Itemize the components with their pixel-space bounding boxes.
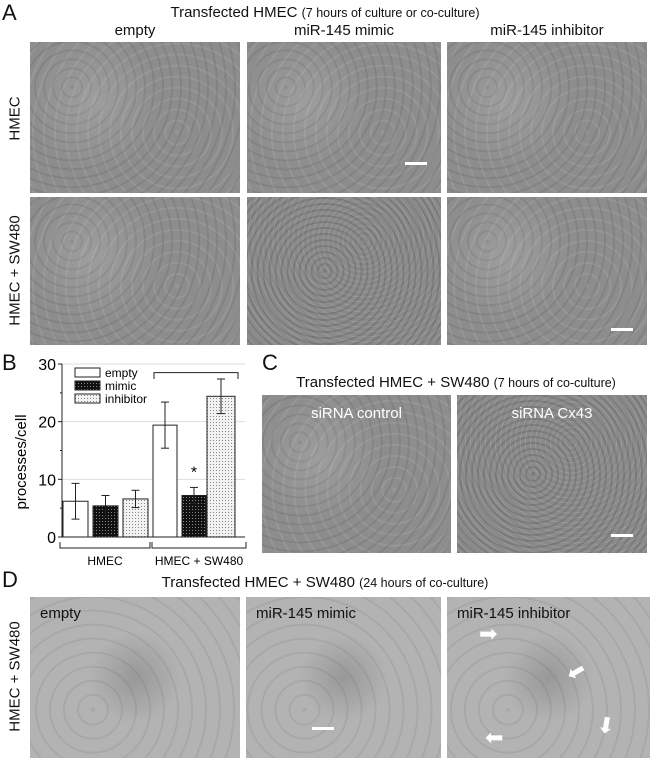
title-text: Transfected HMEC + SW480: [161, 574, 355, 591]
y-tick-label: 20: [38, 415, 56, 432]
micrograph-a-hmec-empty: [30, 42, 240, 193]
micrograph-a-sw480-inhibitor: [447, 197, 647, 345]
group-label-0: HMEC: [87, 554, 123, 565]
panel-a-title: Transfected HMEC (7 hours of culture or …: [0, 4, 650, 21]
scale-bar: [405, 162, 427, 165]
image-label: empty: [40, 605, 81, 622]
micrograph-a-hmec-inhibitor: [447, 42, 647, 193]
legend-swatch-mimic: [74, 380, 101, 391]
y-axis-label: processes/cell: [13, 414, 30, 509]
bar-chart: 0 10 20 30 HMEC HMEC + SW480 * emptymimicinhibi…: [13, 357, 247, 565]
group-bracket: [59, 542, 151, 549]
panel-c-title: Transfected HMEC + SW480 (7 hours of co-…: [262, 374, 650, 391]
title-text: Transfected HMEC: [170, 4, 298, 21]
micrograph-a-hmec-mimic: [247, 42, 441, 193]
micrograph-c-sirna-control: siRNA control: [262, 395, 451, 553]
legend-label-mimic: mimic: [105, 379, 136, 393]
title-note: (24 hours of co-culture): [359, 576, 489, 590]
legend-label-inhibitor: inhibitor: [105, 392, 147, 406]
group-bracket: [151, 542, 247, 549]
micrograph-a-sw480-mimic: [247, 197, 441, 345]
legend-label-empty: empty: [105, 366, 138, 380]
arrow-icon: ➡: [479, 621, 498, 646]
micrograph-d-empty: empty: [30, 597, 240, 758]
title-note: (7 hours of co-culture): [493, 376, 616, 390]
y-tick-label: 30: [38, 357, 56, 374]
panel-d-title: Transfected HMEC + SW480 (24 hours of co…: [0, 574, 650, 591]
image-label: siRNA control: [311, 405, 402, 422]
micrograph-d-inhibitor: miR-145 inhibitor ➡ ➡ ➡ ➡: [447, 597, 650, 758]
arrow-icon: ➡: [592, 713, 621, 737]
significance-asterisk: *: [191, 464, 197, 481]
bar-inhibitor: [206, 395, 236, 538]
scale-bar: [312, 727, 334, 730]
y-tick-label: 0: [47, 530, 56, 547]
image-label: miR-145 mimic: [256, 605, 357, 622]
scale-bar: [611, 534, 633, 537]
arrow-icon: ➡: [485, 726, 504, 751]
panel-c-letter: C: [262, 350, 278, 375]
panel-a-letter: A: [2, 0, 17, 25]
bar-empty: [152, 424, 178, 538]
panel-d-letter: D: [2, 567, 18, 592]
group-label-1: HMEC + SW480: [155, 554, 244, 565]
col-label-inhibitor: miR-145 inhibitor: [490, 22, 604, 39]
image-label: miR-145 inhibitor: [457, 605, 571, 622]
row-label-hmec-sw480: HMEC + SW480: [6, 621, 24, 732]
bar-mimic: [92, 505, 119, 538]
panel-b-letter: B: [2, 350, 17, 375]
scale-bar: [611, 328, 633, 331]
legend-swatch-inhibitor: [74, 393, 101, 404]
micrograph-c-sirna-cx43: siRNA Cx43: [457, 395, 647, 553]
significance-bracket: [153, 372, 239, 379]
micrograph-d-mimic: miR-145 mimic: [246, 597, 441, 758]
col-label-empty: empty: [114, 22, 156, 39]
row-label-hmec-sw480: HMEC + SW480: [6, 215, 24, 326]
row-label-hmec: HMEC: [6, 96, 24, 141]
micrograph-a-sw480-empty: [30, 197, 240, 345]
y-tick-label: 10: [38, 472, 56, 489]
image-label: siRNA Cx43: [511, 405, 593, 422]
title-text: Transfected HMEC + SW480: [296, 374, 490, 391]
title-note: (7 hours of culture or co-culture): [301, 6, 480, 20]
arrow-icon: ➡: [562, 656, 591, 688]
legend-swatch-empty: [74, 367, 101, 378]
col-label-mimic: miR-145 mimic: [293, 22, 394, 39]
